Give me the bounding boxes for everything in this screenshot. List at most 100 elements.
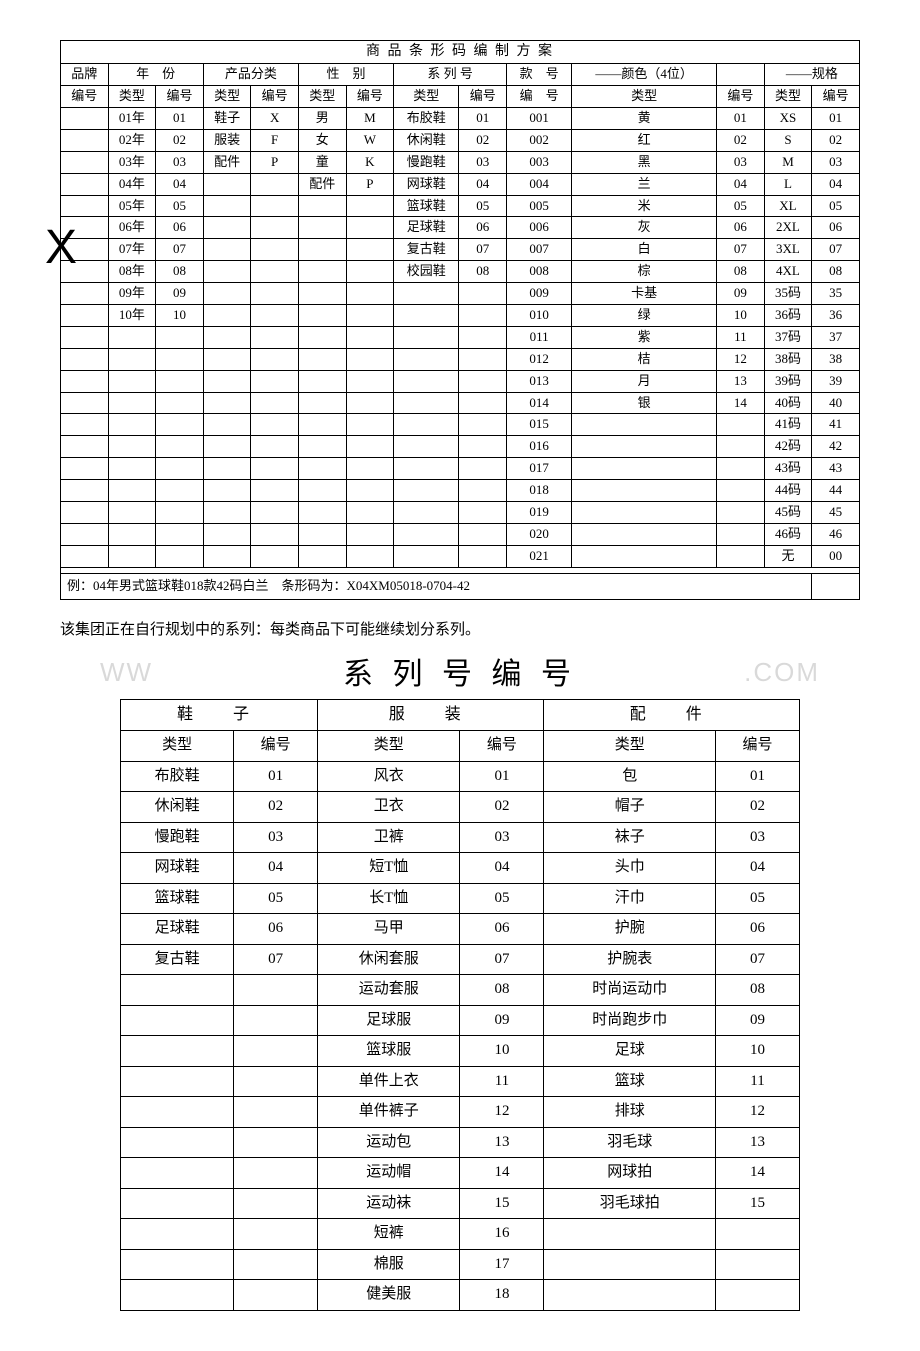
table-cell: 男: [298, 107, 346, 129]
table1-subheader-cell: 编号: [459, 86, 507, 108]
table-cell: [346, 523, 394, 545]
table-cell: [203, 414, 251, 436]
table-cell: 44: [812, 480, 860, 502]
table-cell: 011: [507, 326, 572, 348]
table-row: 01945码45: [61, 502, 860, 524]
table-cell: 04: [812, 173, 860, 195]
table-cell: [544, 1219, 716, 1250]
table-cell: [346, 370, 394, 392]
table-cell: 02: [717, 129, 765, 151]
table-cell: [298, 217, 346, 239]
table-cell: 03年: [108, 151, 156, 173]
table-cell: [251, 480, 299, 502]
table-cell: 001: [507, 107, 572, 129]
table-cell: 慢跑鞋: [121, 822, 234, 853]
table-row: 01年01鞋子X男M布胶鞋01001黄01XS01: [61, 107, 860, 129]
table-cell: [251, 414, 299, 436]
table-cell: [346, 283, 394, 305]
table-cell: 11: [460, 1066, 544, 1097]
table-cell: [572, 502, 717, 524]
table-cell: 慢跑鞋: [394, 151, 459, 173]
table-cell: [298, 348, 346, 370]
table-cell: [121, 1097, 234, 1128]
table-cell: 08年: [108, 261, 156, 283]
table1-title: 商 品 条 形 码 编 制 方 案: [61, 41, 860, 64]
table-cell: [298, 502, 346, 524]
table-cell: [346, 414, 394, 436]
table-row: 01541码41: [61, 414, 860, 436]
table-cell: [234, 1249, 318, 1280]
table-row: 单件裤子12排球12: [121, 1097, 800, 1128]
table-cell: 45: [812, 502, 860, 524]
table-cell: [572, 480, 717, 502]
table-cell: 绿: [572, 304, 717, 326]
table-cell: [251, 523, 299, 545]
table-cell: [108, 370, 156, 392]
table-cell: 38码: [764, 348, 812, 370]
table-cell: 01年: [108, 107, 156, 129]
table-cell: 健美服: [318, 1280, 460, 1311]
table-cell: [203, 348, 251, 370]
table-cell: 09: [717, 283, 765, 305]
table-cell: 09年: [108, 283, 156, 305]
table-cell: X: [251, 107, 299, 129]
table-cell: 46码: [764, 523, 812, 545]
table-cell: 03: [156, 151, 204, 173]
table-cell: [346, 239, 394, 261]
table-cell: [459, 458, 507, 480]
table-cell: 服装: [203, 129, 251, 151]
table-cell: [251, 261, 299, 283]
table-cell: 足球服: [318, 1005, 460, 1036]
table-cell: 04: [717, 173, 765, 195]
table-cell: [61, 326, 109, 348]
table2-subheader-cell: 编号: [234, 731, 318, 762]
table-row: 篮球鞋05长T恤05汗巾05: [121, 883, 800, 914]
table-row: 网球鞋04短T恤04头巾04: [121, 853, 800, 884]
table-cell: [61, 304, 109, 326]
table-cell: [251, 348, 299, 370]
table-cell: [156, 480, 204, 502]
table-cell: [459, 523, 507, 545]
table-row: 运动袜15羽毛球拍15: [121, 1188, 800, 1219]
table-row: 011紫1137码37: [61, 326, 860, 348]
table-cell: 10: [156, 304, 204, 326]
table-cell: 护腕表: [544, 944, 716, 975]
table-cell: 11: [716, 1066, 800, 1097]
table-cell: 04: [156, 173, 204, 195]
table-cell: 013: [507, 370, 572, 392]
table-cell: [108, 326, 156, 348]
table-cell: 米: [572, 195, 717, 217]
table-cell: [234, 1066, 318, 1097]
table-cell: 运动套服: [318, 975, 460, 1006]
table-cell: [61, 195, 109, 217]
table-cell: [298, 261, 346, 283]
table-cell: [394, 304, 459, 326]
table-cell: 36码: [764, 304, 812, 326]
table-cell: [108, 545, 156, 567]
table-cell: [459, 436, 507, 458]
table1-subheader-cell: 编号: [156, 86, 204, 108]
table-cell: 07: [234, 944, 318, 975]
table-cell: [61, 480, 109, 502]
table-row: 运动包13羽毛球13: [121, 1127, 800, 1158]
table-cell: [203, 304, 251, 326]
table-cell: [156, 458, 204, 480]
table-cell: [717, 502, 765, 524]
table-cell: 38: [812, 348, 860, 370]
table-cell: [156, 392, 204, 414]
table-cell: 15: [460, 1188, 544, 1219]
table-cell: [108, 458, 156, 480]
table-cell: 复古鞋: [121, 944, 234, 975]
table-cell: [156, 545, 204, 567]
table-cell: 灰: [572, 217, 717, 239]
table-row: 01743码43: [61, 458, 860, 480]
table-cell: 017: [507, 458, 572, 480]
table-cell: [717, 414, 765, 436]
table-cell: [459, 545, 507, 567]
table-cell: 10: [460, 1036, 544, 1067]
table-cell: 13: [716, 1127, 800, 1158]
table-cell: [394, 348, 459, 370]
table-cell: 05: [234, 883, 318, 914]
table2-subheader-cell: 类型: [318, 731, 460, 762]
table-row: 慢跑鞋03卫裤03袜子03: [121, 822, 800, 853]
